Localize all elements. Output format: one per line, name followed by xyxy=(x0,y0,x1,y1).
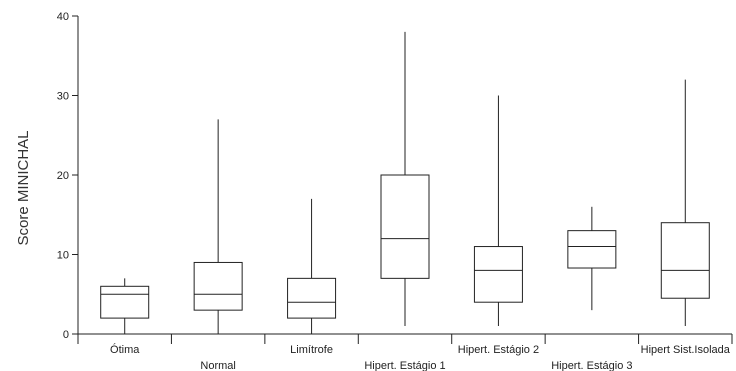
box xyxy=(567,230,617,269)
x-category-label: Limítrofe xyxy=(290,344,333,356)
box-group xyxy=(660,79,710,327)
y-tick-label: 40 xyxy=(57,11,69,23)
y-tick-label: 10 xyxy=(57,250,69,262)
x-category-label: Normal xyxy=(200,360,235,371)
y-axis-title: Score MINICHAL xyxy=(15,130,32,245)
box xyxy=(473,246,523,303)
x-category-label: Ótima xyxy=(110,343,140,356)
box xyxy=(287,277,337,319)
y-tick-label: 30 xyxy=(57,91,69,103)
y-tick-label: 0 xyxy=(63,329,69,341)
box xyxy=(660,222,710,299)
y-tick-label: 20 xyxy=(57,170,69,182)
box-group xyxy=(567,206,617,311)
box-group xyxy=(100,278,150,334)
axes: 0 10 20 30 40 Ótima Normal Limítrofe Hipert. Est… xyxy=(57,11,733,371)
x-category-label: Hipert. Estágio 1 xyxy=(364,360,445,371)
box-group xyxy=(193,119,243,334)
x-category-label: Hipert. Estágio 3 xyxy=(551,360,632,371)
x-category-label: Hipert Sist.Isolada xyxy=(641,344,731,356)
boxes xyxy=(100,31,710,334)
x-category-label: Hipert. Estágio 2 xyxy=(458,344,539,356)
box-group xyxy=(287,198,337,334)
box xyxy=(100,285,150,319)
box-group xyxy=(380,31,430,327)
box xyxy=(193,261,243,311)
box xyxy=(380,174,430,279)
box-group xyxy=(473,95,523,327)
